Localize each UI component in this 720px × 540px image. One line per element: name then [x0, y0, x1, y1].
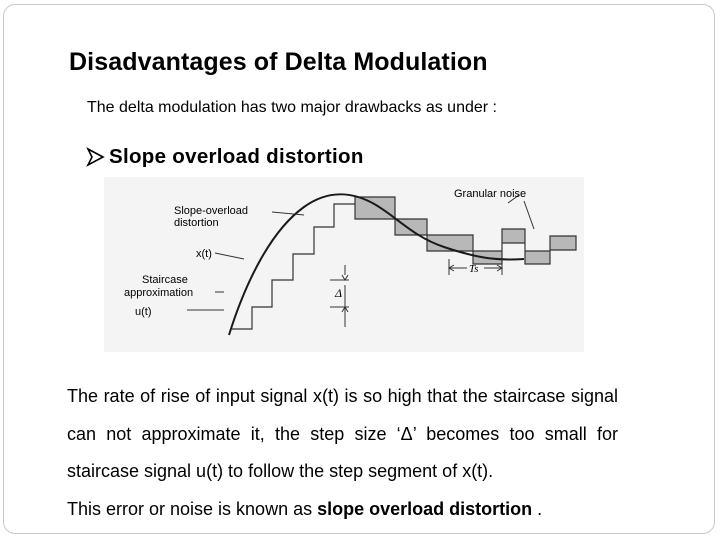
arrow-bullet-icon [86, 147, 105, 167]
label-slope-overload-2: distortion [174, 217, 219, 229]
para-line-1: The rate of rise of input signal x(t) is… [67, 386, 566, 406]
slide-frame [3, 4, 715, 534]
label-ts: Ts [469, 263, 478, 275]
para-line-3: small for staircase signal u(t) to follo… [67, 423, 618, 482]
explanation-paragraph: The rate of rise of input signal x(t) is… [67, 378, 618, 528]
para-line-2: signal can not approximate it, the step … [67, 386, 618, 444]
term-slope-overload-distortion: slope overload distortion [317, 498, 533, 519]
input-signal-curve [228, 193, 525, 336]
label-granular-noise: Granular noise [454, 188, 526, 200]
para-last-suffix: . [532, 498, 543, 519]
para-line-4: This error or noise is known as slope ov… [67, 491, 618, 529]
delta-modulation-figure: Slope-overload distortion x(t) Staircase… [104, 177, 584, 352]
label-delta: Δ [334, 286, 342, 300]
label-u-of-t: u(t) [135, 306, 152, 318]
bullet-slope-overload: Slope overload distortion [86, 145, 364, 169]
para-last-prefix: This error or noise is known as [67, 498, 318, 519]
intro-text: The delta modulation has two major drawb… [87, 99, 497, 116]
label-staircase-1: Staircase [142, 274, 188, 286]
slide-title: Disadvantages of Delta Modulation [69, 48, 488, 76]
label-staircase-2: approximation [124, 287, 193, 299]
bullet-text: Slope overload distortion [109, 145, 364, 168]
staircase-signal [232, 196, 577, 330]
label-x-of-t: x(t) [196, 248, 212, 260]
label-slope-overload-1: Slope-overload [174, 205, 248, 217]
